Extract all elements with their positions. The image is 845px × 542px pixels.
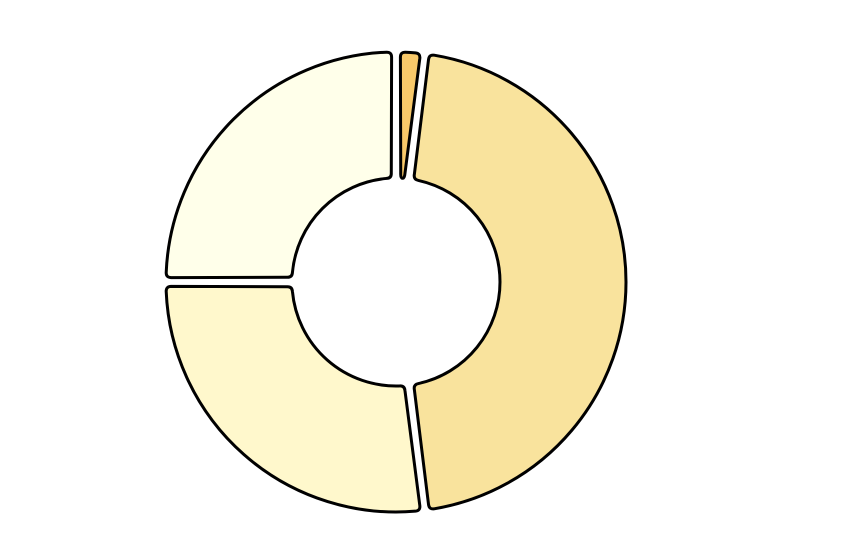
slices-group	[164, 50, 628, 514]
donut-slice-3	[164, 284, 422, 514]
donut-slice-4	[164, 50, 394, 280]
donut-slice-1	[398, 50, 422, 180]
donut-slice-2	[412, 53, 628, 511]
